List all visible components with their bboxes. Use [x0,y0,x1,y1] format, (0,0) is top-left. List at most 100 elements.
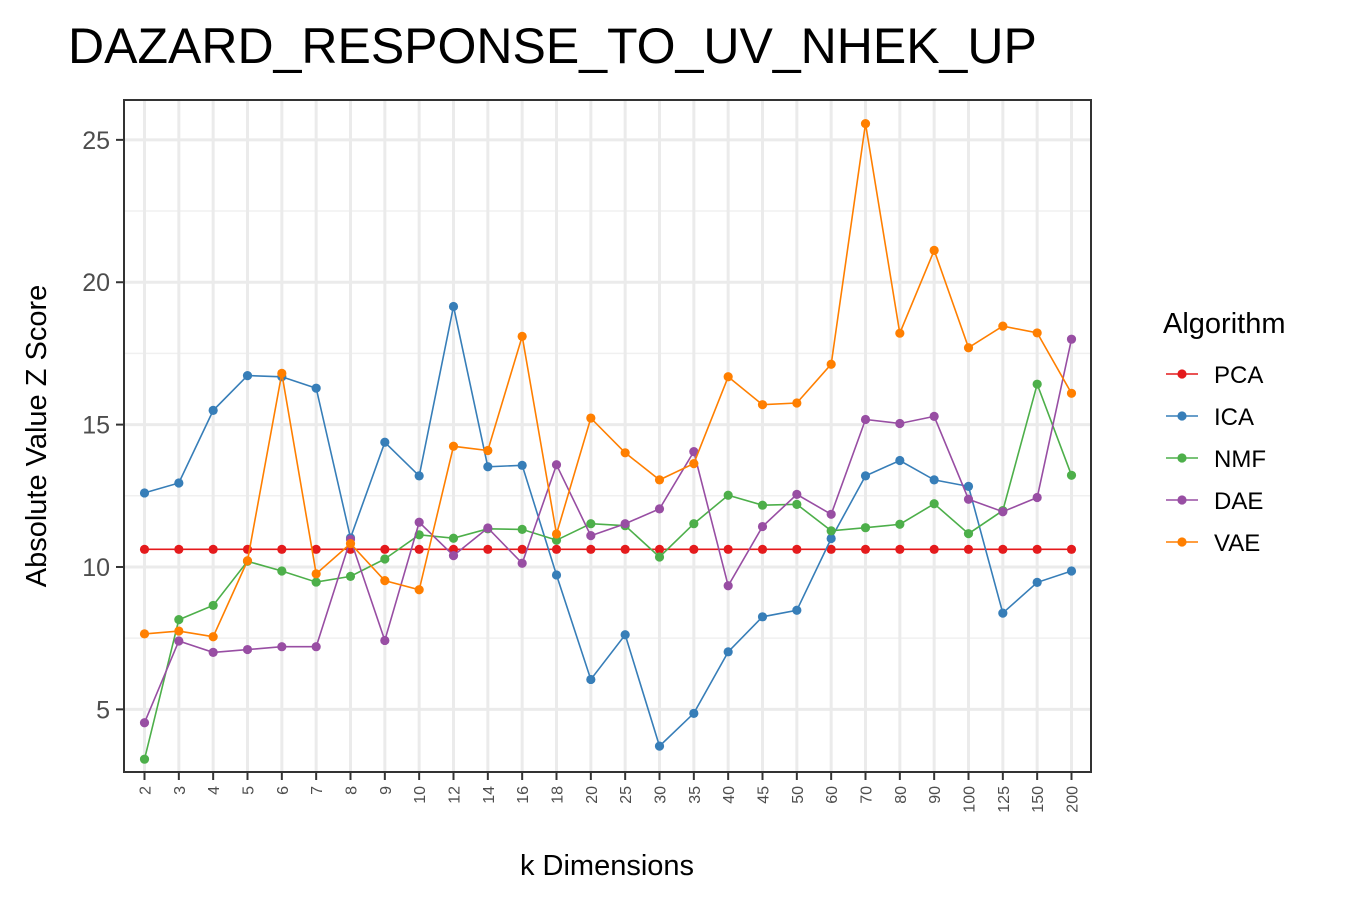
data-point-dae [689,447,699,457]
legend-label: PCA [1214,362,1263,389]
data-point-pca [208,544,218,554]
data-point-ica [517,460,527,470]
data-point-nmf [654,552,665,562]
data-point-pca [311,544,321,554]
data-point-nmf [311,577,321,587]
legend-item-pca: PCA [1166,362,1263,389]
data-point-nmf [792,499,802,509]
data-point-dae [517,558,527,568]
x-tick-label: 5 [241,786,258,795]
data-point-nmf [277,566,287,576]
legend-label: NMF [1214,446,1266,473]
data-point-vae [929,245,939,255]
data-point-vae [1032,328,1042,338]
data-point-pca [689,544,699,554]
data-point-vae [242,556,253,566]
x-tick-label: 40 [721,786,738,804]
data-point-ica [620,630,630,640]
x-tick-label: 90 [927,786,944,804]
data-point-dae [620,519,630,529]
x-tick-label: 20 [584,786,601,804]
x-axis-title: k Dimensions [520,850,694,882]
legend-swatch-point [1177,453,1187,463]
data-point-ica [757,612,768,622]
data-point-vae [414,585,424,595]
data-point-ica [380,437,390,447]
data-point-pca [620,544,630,554]
minor-gridlines [124,210,1091,639]
data-point-dae [654,504,665,514]
data-point-nmf [139,754,150,764]
data-point-dae [723,581,733,591]
series-layer [139,119,1077,764]
x-tick-label: 14 [481,786,498,804]
data-point-vae [483,445,493,456]
data-point-dae [380,635,390,646]
x-tick-label: 80 [893,786,910,804]
data-point-dae [757,521,768,532]
y-tick-label: 20 [82,269,110,297]
x-tick-label: 6 [275,786,292,795]
data-point-dae [1032,492,1042,503]
y-tick-label: 10 [82,554,110,582]
data-point-nmf [963,529,974,539]
legend-swatch-point [1177,495,1187,505]
data-point-ica [895,455,905,466]
data-point-dae [792,489,802,499]
data-point-vae [998,321,1008,331]
x-tick-label: 12 [447,786,464,804]
data-point-ica [860,471,871,481]
data-point-vae [963,343,974,353]
x-tick-label: 10 [412,786,429,804]
data-point-ica [448,301,459,312]
x-tick-label: 7 [309,786,326,795]
x-tick-label: 70 [859,786,876,804]
data-point-nmf [174,615,184,625]
data-point-vae [517,331,527,341]
x-tick-label: 8 [344,786,361,795]
data-point-vae [620,448,630,458]
data-point-vae [448,441,459,451]
data-point-dae [860,414,871,425]
data-point-vae [345,539,356,549]
data-point-dae [311,642,321,652]
data-point-vae [826,359,836,369]
series-vae [139,119,1077,642]
data-point-pca [517,544,527,554]
data-point-dae [998,507,1008,517]
x-axis: 2 3 4 5 6 7 8 9 10 12 14 16 18 20 25 30 35 40 45 50 60 70 80 90… [138,772,1082,813]
data-point-dae [963,494,974,504]
data-point-dae [586,531,596,541]
data-point-nmf [860,523,871,533]
data-point-nmf [826,526,836,536]
x-tick-label: 45 [756,786,773,804]
data-point-ica [689,708,699,718]
data-point-ica [929,475,939,485]
data-point-dae [929,411,939,421]
legend-label: ICA [1214,404,1254,431]
x-tick-label: 25 [618,786,635,804]
data-point-ica [1032,577,1042,587]
data-point-ica [998,608,1008,618]
data-point-nmf [380,554,390,564]
data-point-pca [483,544,493,554]
data-point-ica [963,481,974,491]
data-point-pca [139,544,150,554]
data-point-ica [174,478,184,488]
y-axis-title: Absolute Value Z Score [21,285,53,588]
x-tick-label: 16 [515,786,532,804]
data-point-dae [826,509,836,519]
data-point-ica [311,383,321,393]
data-point-pca [654,544,665,554]
chart-title: DAZARD_RESPONSE_TO_UV_NHEK_UP [68,18,1037,74]
data-point-vae [277,368,287,378]
data-point-dae [277,642,287,652]
data-point-dae [414,517,424,527]
series-line-nmf [143,381,1073,760]
data-point-pca [723,544,733,554]
x-tick-label: 35 [687,786,704,804]
x-tick-label: 4 [206,786,223,795]
data-point-pca [792,544,802,554]
data-point-ica [414,471,424,481]
